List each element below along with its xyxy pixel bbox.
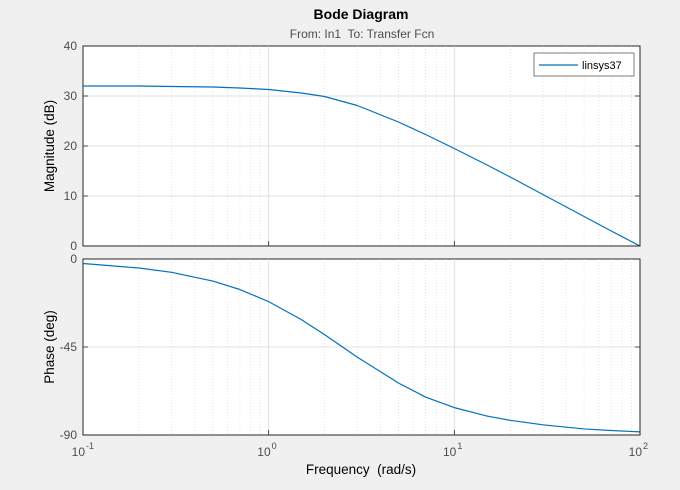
legend-label: linsys37: [582, 60, 622, 72]
x-tick-base: 10: [629, 445, 643, 459]
x-tick-label: 10 0: [257, 441, 276, 459]
legend-box: [533, 52, 635, 77]
y-tick-label: 40: [64, 39, 78, 53]
y-tick-label: 20: [64, 139, 78, 153]
x-tick-label: 10 -1: [72, 441, 94, 459]
x-tick-exponent: 2: [643, 441, 648, 451]
x-tick-base: 10: [443, 445, 457, 459]
y-tick-label: 10: [64, 189, 78, 203]
x-tick-exponent: 0: [272, 441, 277, 451]
legend: linsys37: [533, 52, 635, 77]
magnitude-series-line: [83, 85, 641, 247]
chart-title: Bode Diagram: [314, 6, 409, 22]
x-axis-label: Frequency (rad/s): [306, 462, 416, 477]
x-tick-base: 10: [72, 445, 86, 459]
y-tick-label: 30: [64, 89, 78, 103]
y-tick-label: -90: [60, 428, 78, 442]
phase-series-line: [82, 262, 641, 433]
x-tick-label: 10 1: [443, 441, 462, 459]
chart-subtitle: From: In1 To: Transfer Fcn: [290, 27, 435, 41]
x-tick-base: 10: [257, 445, 271, 459]
magnitude-ylabel: Magnitude (dB): [42, 100, 57, 192]
y-tick-label: 0: [70, 252, 77, 266]
x-tick-exponent: -1: [86, 441, 94, 451]
y-tick-label: -45: [60, 340, 78, 354]
x-tick-label: 10 2: [629, 441, 648, 459]
x-tick-exponent: 1: [457, 441, 462, 451]
phase-ylabel: Phase (deg): [42, 310, 57, 384]
y-tick-label: 0: [70, 239, 77, 253]
